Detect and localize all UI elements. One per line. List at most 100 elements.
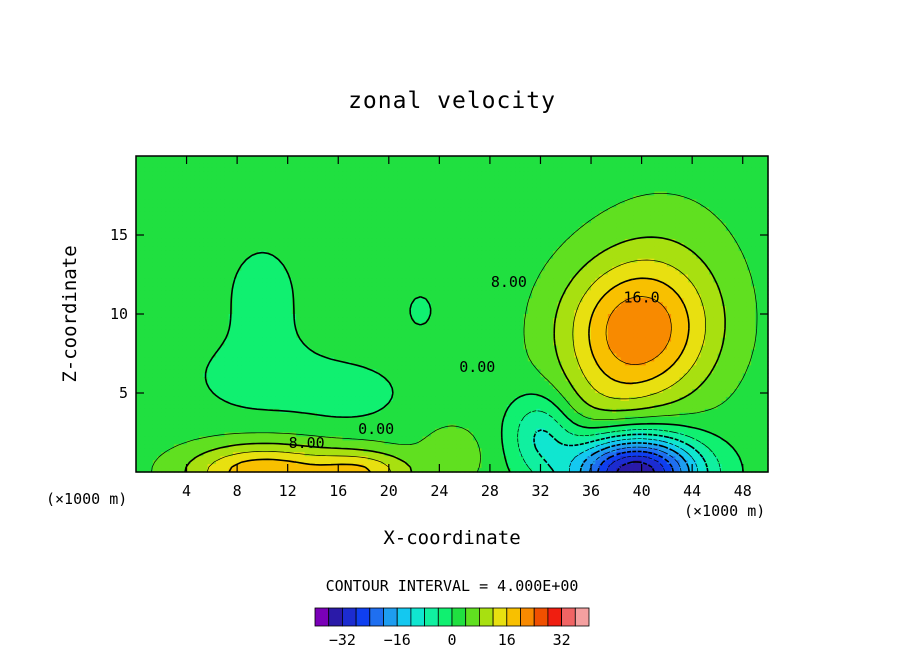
field-cell	[152, 258, 158, 264]
field-cell	[279, 183, 285, 189]
field-cell	[628, 215, 634, 220]
field-cell	[738, 262, 744, 268]
field-cell	[578, 250, 584, 256]
field-cell	[683, 215, 689, 220]
field-cell	[532, 167, 537, 173]
field-cell	[342, 219, 348, 224]
field-cell	[291, 278, 297, 283]
field-cell	[548, 159, 554, 165]
field-cell	[422, 211, 428, 216]
field-cell	[742, 195, 748, 201]
field-cell	[245, 207, 251, 212]
field-cell	[498, 238, 504, 244]
field-cell	[287, 223, 293, 228]
field-cell	[279, 238, 285, 244]
field-cell	[334, 266, 339, 272]
field-cell	[666, 278, 672, 283]
field-cell	[262, 231, 268, 236]
field-cell	[270, 231, 276, 236]
field-cell	[148, 235, 154, 240]
field-cell	[485, 254, 491, 260]
field-cell	[569, 215, 575, 220]
field-cell	[532, 235, 537, 240]
field-cell	[527, 187, 533, 193]
field-cell	[228, 203, 234, 208]
field-cell	[591, 278, 596, 283]
field-cell	[300, 242, 306, 248]
field-cell	[515, 231, 521, 236]
field-cell	[371, 278, 377, 283]
field-cell	[249, 246, 255, 252]
field-cell	[704, 258, 710, 264]
field-cell	[245, 163, 251, 169]
field-cell	[447, 175, 453, 181]
field-cell	[704, 167, 710, 173]
field-cell	[380, 250, 386, 256]
field-cell	[485, 163, 491, 169]
field-cell	[452, 191, 457, 197]
field-cell	[329, 203, 335, 208]
field-cell	[165, 258, 171, 264]
field-cell	[751, 235, 756, 240]
field-cell	[464, 179, 470, 185]
field-cell	[666, 156, 672, 161]
field-cell	[595, 262, 601, 268]
field-cell	[304, 254, 310, 260]
field-cell	[262, 195, 268, 201]
field-cell	[186, 274, 192, 280]
field-cell	[384, 171, 390, 177]
field-cell	[641, 246, 647, 252]
field-cell	[742, 156, 748, 161]
field-cell	[422, 223, 428, 228]
field-cell	[144, 199, 150, 204]
field-cell	[662, 179, 668, 185]
field-cell	[692, 262, 697, 268]
field-cell	[591, 242, 596, 248]
field-cell	[645, 179, 651, 185]
field-cell	[561, 258, 567, 264]
field-cell	[401, 159, 407, 165]
field-cell	[414, 207, 419, 212]
field-cell	[637, 187, 643, 193]
field-cell	[338, 159, 344, 165]
field-cell	[228, 191, 234, 197]
field-cell	[266, 274, 272, 280]
field-cell	[565, 254, 571, 260]
field-cell	[283, 231, 289, 236]
field-cell	[620, 219, 626, 224]
field-cell	[275, 278, 280, 283]
field-cell	[287, 282, 293, 287]
field-cell	[182, 270, 188, 276]
field-cell	[734, 215, 740, 220]
field-cell	[502, 266, 508, 272]
field-cell	[540, 254, 546, 260]
field-cell	[334, 242, 339, 248]
field-cell	[687, 231, 693, 236]
field-cell	[561, 231, 567, 236]
field-cell	[418, 191, 424, 197]
field-cell	[401, 235, 407, 240]
field-cell	[384, 282, 390, 287]
field-cell	[477, 203, 483, 208]
field-cell	[384, 179, 390, 185]
field-cell	[220, 235, 226, 240]
field-cell	[721, 278, 727, 283]
field-cell	[232, 199, 238, 204]
field-cell	[502, 203, 508, 208]
field-cell	[489, 270, 495, 276]
field-cell	[409, 167, 415, 173]
field-cell	[687, 167, 693, 173]
field-cell	[262, 175, 268, 181]
field-cell	[253, 282, 259, 287]
field-cell	[405, 262, 411, 268]
field-cell	[603, 163, 609, 169]
field-cell	[384, 195, 390, 201]
field-cell	[536, 191, 542, 197]
field-cell	[287, 167, 293, 173]
field-cell	[477, 278, 483, 283]
field-cell	[553, 159, 558, 165]
field-cell	[582, 250, 588, 256]
field-cell	[270, 215, 276, 220]
field-cell	[616, 250, 622, 256]
field-cell	[325, 211, 331, 216]
